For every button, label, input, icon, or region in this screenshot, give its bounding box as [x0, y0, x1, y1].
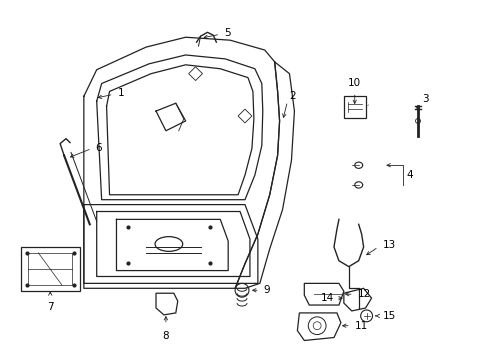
- Text: 9: 9: [263, 285, 270, 295]
- Text: 7: 7: [47, 302, 53, 312]
- Text: 4: 4: [406, 170, 412, 180]
- Text: 1: 1: [117, 88, 124, 98]
- Text: 12: 12: [357, 289, 370, 299]
- Text: 10: 10: [347, 78, 361, 89]
- Text: 3: 3: [421, 94, 427, 104]
- Text: 11: 11: [354, 321, 367, 331]
- Text: 15: 15: [382, 311, 395, 321]
- Text: 8: 8: [162, 330, 169, 341]
- Text: 6: 6: [96, 143, 102, 153]
- Text: 13: 13: [382, 240, 395, 250]
- Text: 14: 14: [320, 293, 333, 303]
- Text: 2: 2: [289, 91, 296, 101]
- Text: 5: 5: [224, 28, 230, 38]
